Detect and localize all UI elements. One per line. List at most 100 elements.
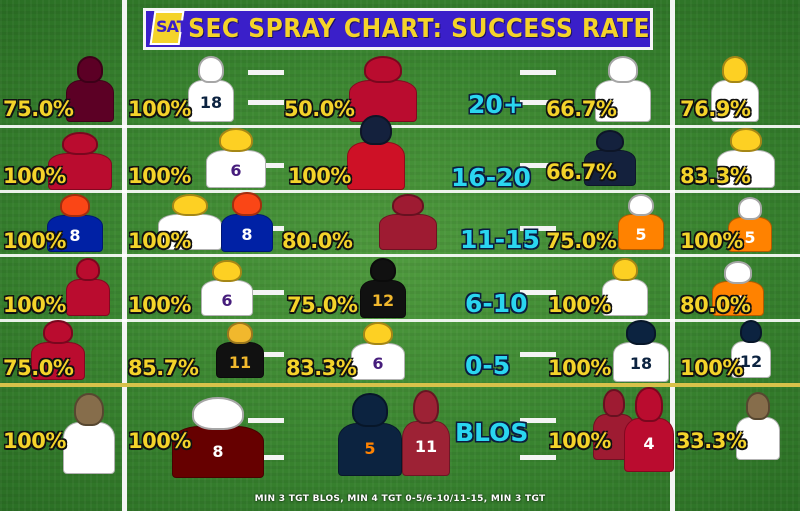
player-tennessee-5b: 5 [722, 194, 778, 252]
player-mississippi-state-1: 8 [160, 392, 276, 478]
player-missouri-11: 11 [210, 318, 270, 378]
helmet [602, 388, 626, 418]
line-of-scrimmage [0, 383, 800, 387]
jersey-number: 5 [744, 227, 756, 247]
player-lsu-3 [150, 190, 230, 250]
player-ole-miss-3 [578, 126, 642, 186]
success-rate-6-10-col1: 100% [3, 293, 66, 317]
player-lsu-4 [596, 254, 654, 316]
helmet [730, 127, 762, 153]
helmet [232, 191, 262, 217]
success-rate-blos-col2: 100% [128, 429, 191, 453]
zone-label-6-10: 6-10 [465, 289, 528, 318]
success-rate-6-10-col5: 80.0% [680, 293, 751, 317]
jersey [348, 80, 418, 122]
helmet [76, 56, 104, 83]
hash-mark [520, 352, 556, 357]
jersey-number: 8 [212, 441, 224, 461]
helmet [364, 56, 402, 83]
hash-mark [520, 226, 556, 231]
hash-mark [248, 100, 284, 105]
hash-mark [520, 163, 556, 168]
success-rate-0-5-col2: 85.7% [128, 356, 199, 380]
footer-note: MIN 3 TGT BLOS, MIN 4 TGT 0-5/6-10/11-15… [254, 494, 546, 504]
jersey [216, 342, 264, 378]
jersey [350, 342, 406, 380]
jersey [48, 152, 112, 190]
helmet [392, 193, 424, 217]
jersey-number: 5 [364, 439, 376, 459]
player-vanderbilt-1 [56, 388, 122, 474]
helmet [595, 129, 625, 153]
title-banner: SAT SEC SPRAY CHART: SUCCESS RATE [143, 8, 653, 50]
jersey [359, 279, 407, 318]
success-rate-20plus-col5: 76.9% [680, 97, 751, 121]
player-missouri-1: 12 [354, 254, 412, 318]
jersey [338, 423, 402, 476]
player-georgia-3 [60, 254, 116, 316]
helmet [745, 392, 771, 420]
jersey-number: 6 [372, 353, 384, 373]
helmet [607, 56, 639, 83]
jersey-number: 6 [230, 161, 242, 181]
hash-mark [248, 290, 284, 295]
jersey [717, 149, 775, 188]
jersey [347, 142, 405, 190]
jersey-number: 8 [241, 225, 253, 245]
jersey-number: 6 [221, 290, 233, 310]
hash-mark [520, 418, 556, 423]
helmet [723, 261, 753, 284]
jersey [379, 214, 437, 250]
helmet [612, 257, 638, 282]
helmet [226, 321, 254, 345]
success-rate-0-5-col1: 75.0% [3, 356, 74, 380]
jersey-number: 8 [69, 225, 81, 245]
success-rate-16-20-col4: 66.7% [546, 160, 617, 184]
yard-line-2 [0, 190, 800, 193]
zone-label-20-plus: 20+ [468, 90, 524, 119]
jersey [220, 213, 274, 252]
jersey-number: 18 [199, 92, 223, 112]
jersey-number: 12 [371, 291, 395, 311]
hash-mark [248, 70, 284, 75]
success-rate-16-20-col2: 100% [128, 164, 191, 188]
success-rate-0-5-col4: 100% [548, 356, 611, 380]
player-georgia-4 [24, 316, 92, 380]
success-rate-11-15-col4: 75.0% [546, 229, 617, 253]
helmet [352, 393, 388, 427]
player-florida-8b: 8 [214, 188, 280, 252]
zone-label-16-20: 16-20 [451, 163, 531, 192]
player-georgia-5: 4 [618, 382, 680, 472]
success-rate-20plus-col1: 75.0% [3, 97, 74, 121]
hash-mark [520, 290, 556, 295]
success-rate-blos-col1: 100% [3, 429, 66, 453]
logo-text: SAT [156, 17, 188, 36]
hash-mark [248, 418, 284, 423]
hash-mark [520, 455, 556, 460]
player-alabama-1 [372, 190, 444, 250]
success-rate-20plus-col3: 50.0% [284, 97, 355, 121]
hash-mark [520, 100, 556, 105]
jersey-number: 4 [643, 434, 655, 454]
success-rate-blos-col4: 33.3% [676, 429, 747, 453]
helmet [192, 397, 244, 430]
success-rate-blos-col3: 100% [548, 429, 611, 453]
jersey [66, 80, 114, 122]
success-rate-16-20-col5: 83.3% [680, 164, 751, 188]
player-ole-miss-2 [340, 110, 412, 190]
success-rate-20plus-col2: 100% [128, 97, 191, 121]
jersey [30, 341, 86, 380]
player-vanderbilt-2 [730, 388, 786, 460]
success-rate-11-15-col2: 100% [128, 229, 191, 253]
success-rate-20plus-col4: 66.7% [546, 97, 617, 121]
helmet [62, 131, 98, 156]
hash-mark [520, 70, 556, 75]
zone-label-11-15: 11-15 [460, 225, 540, 254]
player-auburn-18b: 18 [606, 316, 676, 382]
success-rate-11-15-col1: 100% [3, 229, 66, 253]
jersey [62, 422, 116, 474]
zone-label-blos: BLOS [455, 418, 529, 447]
player-georgia-2 [40, 128, 120, 190]
helmet [219, 127, 253, 153]
success-rate-6-10-col4: 100% [548, 293, 611, 317]
